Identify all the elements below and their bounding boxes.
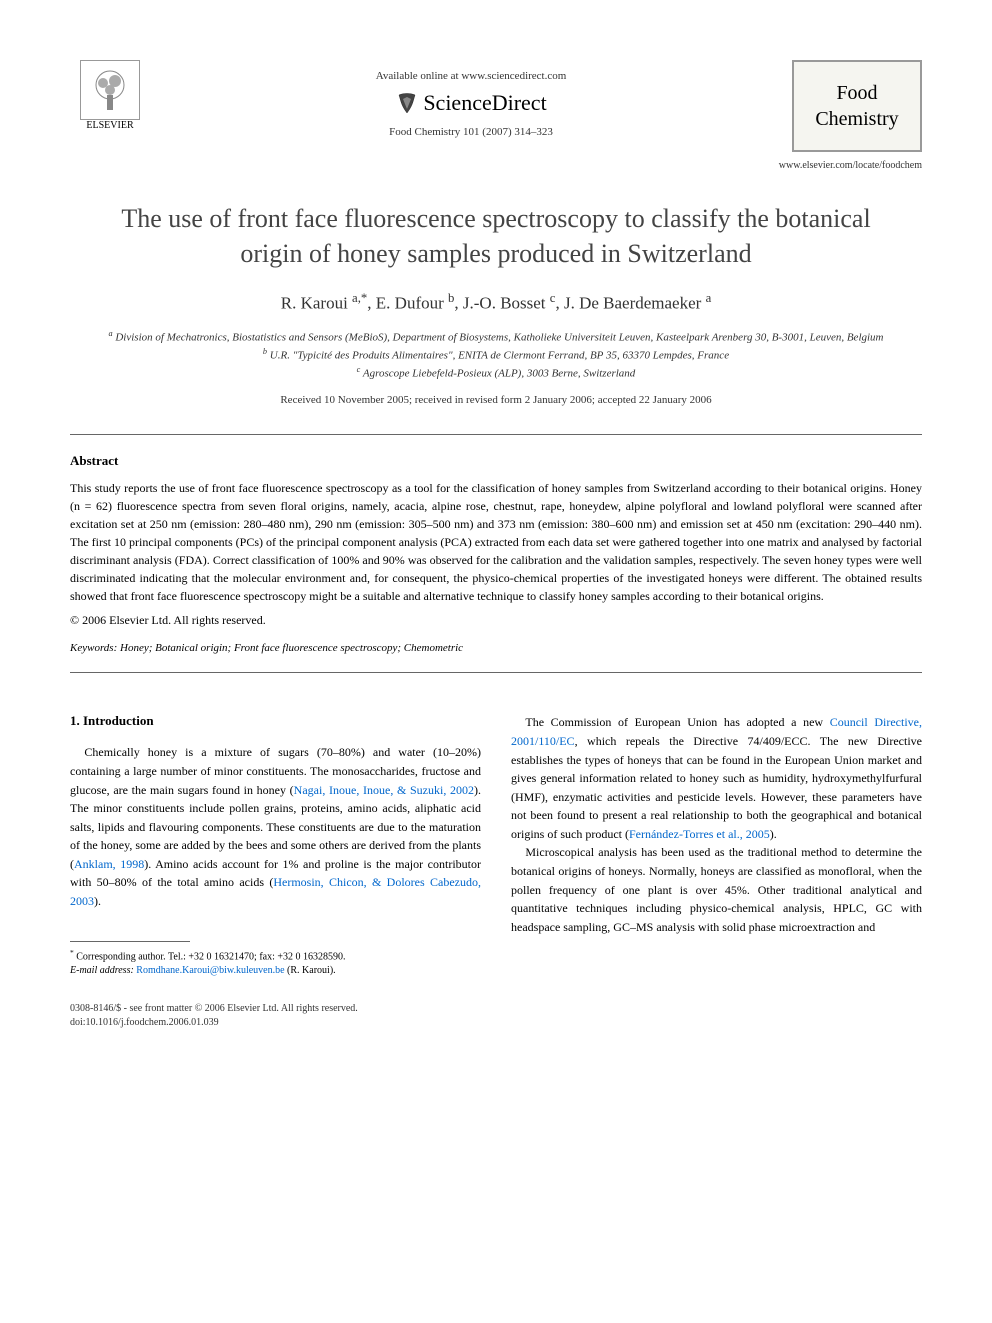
bottom-line-2: doi:10.1016/j.foodchem.2006.01.039 [70,1016,922,1030]
center-header: Available online at www.sciencedirect.co… [150,60,792,138]
affiliations: a Division of Mechatronics, Biostatistic… [70,328,922,382]
article-title: The use of front face fluorescence spect… [110,201,882,271]
elsevier-label: ELSEVIER [86,120,133,131]
abstract-heading: Abstract [70,453,922,469]
sciencedirect-icon [395,91,419,115]
elsevier-tree-icon [80,60,140,120]
corresponding-author-footnote: * Corresponding author. Tel.: +32 0 1632… [70,948,481,978]
intro-para-2: The Commission of European Union has ado… [511,713,922,843]
sciencedirect-text: ScienceDirect [423,90,546,116]
two-column-layout: 1. Introduction Chemically honey is a mi… [70,713,922,978]
corresponding-email-link[interactable]: Romdhane.Karoui@biw.kuleuven.be [136,965,284,976]
journal-name-line1: Food [808,80,906,106]
journal-box: Food Chemistry [792,60,922,152]
section-1-heading: 1. Introduction [70,713,481,729]
footnote-rule [70,941,190,942]
abstract-text: This study reports the use of front face… [70,479,922,605]
keywords-line: Keywords: Honey; Botanical origin; Front… [70,642,922,654]
keywords-label: Keywords: [70,642,117,654]
authors-line: R. Karoui a,*, E. Dufour b, J.-O. Bosset… [70,291,922,314]
elsevier-logo: ELSEVIER [70,60,150,150]
intro-para-1: Chemically honey is a mixture of sugars … [70,743,481,910]
journal-url: www.elsevier.com/locate/foodchem [70,160,922,171]
affiliation-a: a Division of Mechatronics, Biostatistic… [70,328,922,346]
sciencedirect-logo: ScienceDirect [395,90,546,116]
dates-line: Received 10 November 2005; received in r… [70,394,922,406]
email-label: E-mail address: [70,965,134,976]
right-column: The Commission of European Union has ado… [511,713,922,978]
journal-name-line2: Chemistry [808,106,906,132]
bottom-copyright-block: 0308-8146/$ - see front matter © 2006 El… [70,1002,922,1030]
keywords-text: Honey; Botanical origin; Front face fluo… [120,642,463,654]
available-online-text: Available online at www.sciencedirect.co… [150,70,792,82]
sciencedirect-row: ScienceDirect [150,90,792,116]
abstract-copyright: © 2006 Elsevier Ltd. All rights reserved… [70,613,922,628]
rule-below-keywords [70,672,922,673]
affiliation-b: b U.R. "Typicité des Produits Alimentair… [70,346,922,364]
email-suffix: (R. Karoui). [287,965,336,976]
body-section: 1. Introduction Chemically honey is a mi… [70,713,922,978]
citation-link-fernandez[interactable]: Fernández-Torres et al., 2005 [629,827,770,841]
intro-para-3: Microscopical analysis has been used as … [511,843,922,936]
citation-link-nagai[interactable]: Nagai, Inoue, Inoue, & Suzuki, 2002 [294,783,474,797]
header-row: ELSEVIER Available online at www.science… [70,60,922,152]
affiliation-c: c Agroscope Liebefeld-Posieux (ALP), 300… [70,364,922,382]
journal-box-wrapper: Food Chemistry [792,60,922,152]
bottom-line-1: 0308-8146/$ - see front matter © 2006 El… [70,1002,922,1016]
rule-above-abstract [70,434,922,435]
citation-link-anklam[interactable]: Anklam, 1998 [74,857,144,871]
left-column: 1. Introduction Chemically honey is a mi… [70,713,481,978]
citation-line: Food Chemistry 101 (2007) 314–323 [150,126,792,138]
